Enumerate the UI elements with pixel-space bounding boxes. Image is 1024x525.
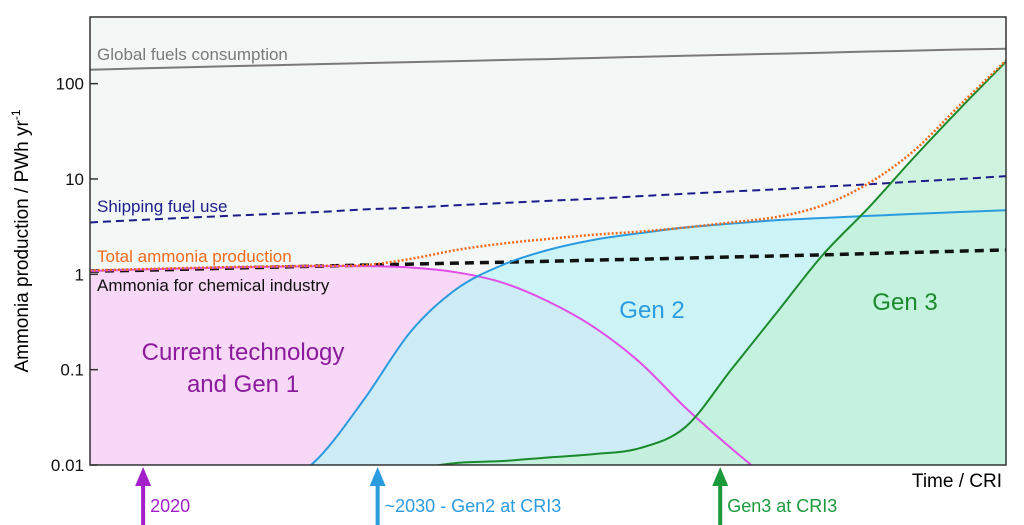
- series-label: Shipping fuel use: [97, 197, 227, 216]
- y-tick-label: 0.01: [51, 456, 84, 475]
- area: [439, 61, 1006, 465]
- y-tick-label: 10: [65, 170, 84, 189]
- y-axis-label: Ammonia production / PWh yr: [12, 119, 33, 372]
- marker-arrowhead: [135, 467, 152, 486]
- series-label: Global fuels consumption: [97, 45, 288, 64]
- marker-label: ~2030 - Gen2 at CRI3: [385, 496, 562, 516]
- region-label: and Gen 1: [187, 371, 299, 398]
- series-label: Total ammonia production: [97, 247, 292, 266]
- series-line: [309, 209, 1006, 465]
- y-axis-title: Ammonia production / PWh yr-1: [9, 109, 33, 372]
- marker-arrowhead: [712, 467, 729, 486]
- series-line: [90, 175, 1006, 224]
- series-line: [90, 59, 1006, 272]
- series-line: [90, 264, 753, 465]
- series-line: [90, 47, 1006, 71]
- region-label: Current technology: [142, 339, 345, 366]
- y-tick-label: 100: [56, 75, 84, 94]
- series-label: Ammonia for chemical industry: [97, 276, 330, 295]
- marker-label: Gen3 at CRI3: [727, 496, 837, 516]
- marker-arrowhead: [369, 467, 386, 486]
- y-tick-label: 0.1: [60, 361, 84, 380]
- plot-frame: [89, 16, 1007, 466]
- marker-label: 2020: [150, 496, 190, 516]
- y-axis-label-sup: -1: [9, 109, 23, 120]
- series-label: Gen 3: [872, 289, 937, 316]
- y-tick-label: 1: [75, 265, 84, 284]
- series-line: [432, 60, 1006, 465]
- series-label: Gen 2: [619, 297, 684, 324]
- x-axis-title: Time / CRI: [912, 471, 1002, 492]
